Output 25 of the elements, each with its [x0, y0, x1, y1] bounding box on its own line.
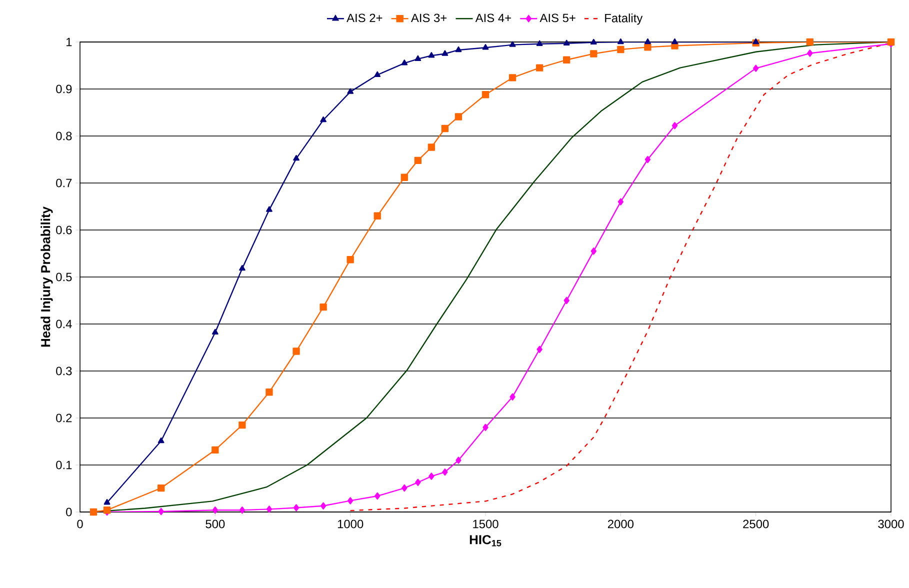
- y-tick-label: 0.3: [56, 366, 72, 376]
- x-tick-label: 500: [206, 520, 225, 528]
- legend-label: Fatality: [605, 14, 643, 25]
- x-tick-label: 2000: [608, 520, 634, 528]
- y-tick-label: 0.8: [56, 132, 72, 140]
- y-tick-label: 0.1: [56, 460, 72, 470]
- x-tick-label: 0: [77, 520, 83, 528]
- y-tick-label: 0.7: [56, 178, 72, 188]
- x-tick-label: 2500: [743, 520, 769, 528]
- x-tick-label: 1000: [338, 520, 364, 528]
- x-tick-label: 3000: [878, 520, 904, 528]
- x-axis-title: HIC$_{15}$: [470, 535, 502, 546]
- legend-label: AIS 2+: [346, 14, 382, 22]
- y-tick-label: 0: [66, 508, 72, 516]
- legend-label: AIS 5+: [540, 14, 576, 22]
- x-tick-label: 1500: [473, 520, 498, 528]
- y-tick-label: 0.5: [56, 272, 72, 282]
- y-tick-label: 0.2: [56, 414, 72, 422]
- y-tick-label: 1: [66, 38, 72, 46]
- legend-label: AIS 4+: [475, 14, 511, 22]
- y-axis-title: Head Injury Probability: [40, 206, 53, 347]
- y-tick-label: 0.4: [56, 320, 72, 328]
- legend-label: AIS 3+: [410, 14, 447, 22]
- y-tick-label: 0.6: [56, 226, 72, 234]
- y-tick-label: 0.9: [56, 84, 72, 94]
